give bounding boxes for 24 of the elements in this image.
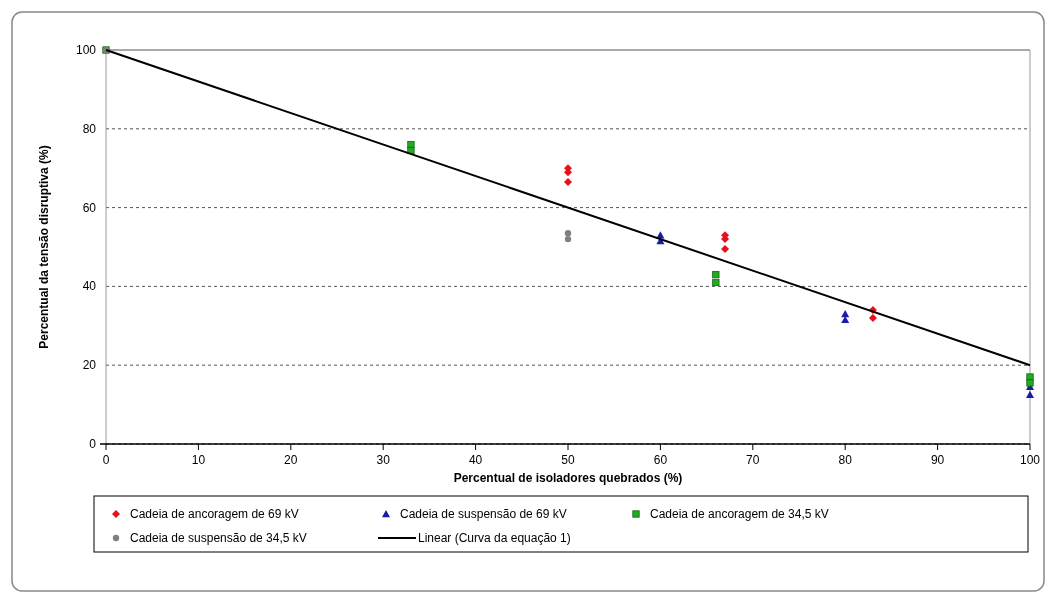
x-tick-label: 80 [838,453,853,467]
legend-label: Cadeia de ancoragem de 34,5 kV [650,507,829,521]
x-tick-label: 70 [746,453,760,467]
x-tick-label: 40 [468,453,483,467]
legend-label: Linear (Curva da equação 1) [418,531,571,545]
y-tick-label: 0 [89,437,97,451]
y-tick-label: 60 [82,200,97,215]
y-axis-title: Percentual da tensão disruptiva (%) [37,145,51,349]
legend-label: Cadeia de ancoragem de 69 kV [130,507,299,521]
y-tick-label: 40 [82,279,97,294]
y-tick-label: 80 [82,121,97,136]
x-tick-label: 0 [102,453,110,467]
x-tick-label: 50 [561,453,575,467]
x-tick-label: 90 [930,453,945,467]
y-tick-label: 100 [75,43,97,57]
x-axis-title: Percentual de isoladores quebrados (%) [453,471,683,485]
x-tick-label: 10 [191,453,206,467]
legend-label: Cadeia de suspensão de 69 kV [400,507,567,521]
x-tick-label: 100 [1019,453,1041,467]
y-tick-label: 20 [82,358,97,373]
x-tick-label: 60 [653,453,668,467]
x-tick-label: 20 [284,453,298,467]
legend-label: Cadeia de suspensão de 34,5 kV [130,531,307,545]
x-tick-label: 30 [376,453,391,467]
